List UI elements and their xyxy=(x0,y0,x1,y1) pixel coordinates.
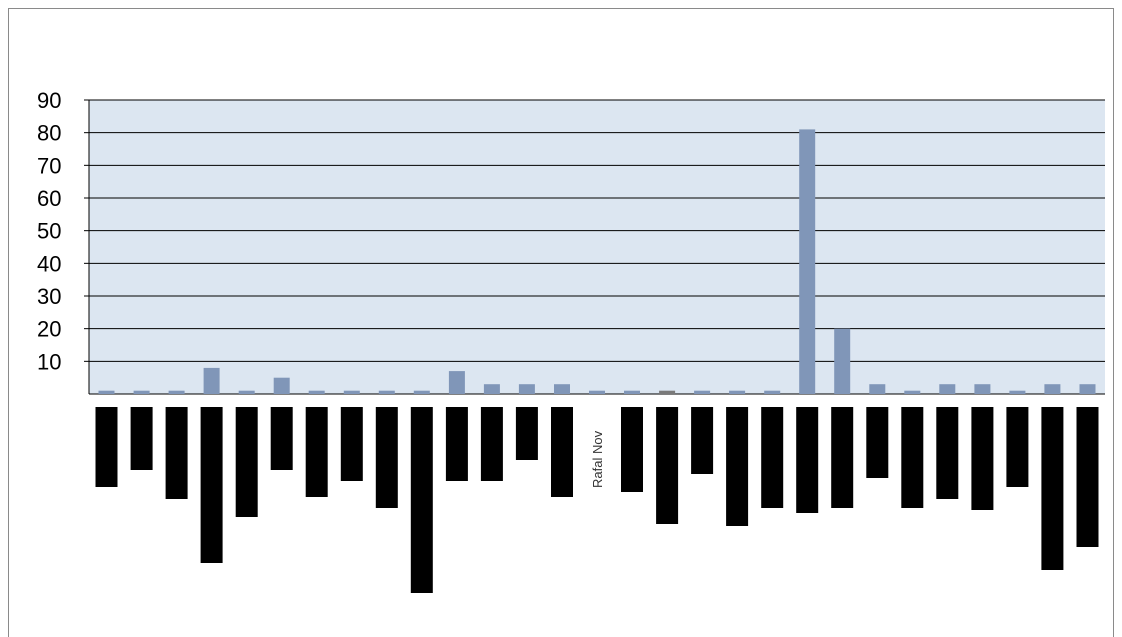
bar-25 xyxy=(974,384,991,394)
bar-0 xyxy=(98,390,115,394)
bar-26 xyxy=(1009,390,1026,394)
bar-3 xyxy=(203,367,220,394)
bar-21 xyxy=(834,328,851,394)
bar-1 xyxy=(133,390,150,394)
y-tick-label-40: 40 xyxy=(37,251,61,276)
category-label-24 xyxy=(936,407,959,499)
bar-17 xyxy=(694,390,711,394)
category-label-17 xyxy=(691,407,714,474)
category-label-8 xyxy=(375,407,398,508)
y-tick-label-20: 20 xyxy=(37,317,61,342)
bar-23 xyxy=(904,390,921,394)
y-tick-label-60: 60 xyxy=(37,186,61,211)
bar-15 xyxy=(624,390,640,394)
bar-8 xyxy=(378,390,395,394)
category-label-6 xyxy=(305,407,328,497)
bar-10 xyxy=(448,371,465,394)
bar-9 xyxy=(413,390,430,394)
bar-19 xyxy=(764,390,781,394)
category-label-26 xyxy=(1006,407,1029,487)
bar-20 xyxy=(799,129,816,394)
bar-16 xyxy=(659,390,676,394)
category-label-13 xyxy=(551,407,573,497)
bar-11 xyxy=(483,384,500,394)
category-label-16 xyxy=(656,407,679,524)
bar-6 xyxy=(308,390,325,394)
bar-2 xyxy=(168,390,185,394)
category-label-21 xyxy=(831,407,854,508)
category-label-10 xyxy=(445,407,468,481)
y-axis-ticks: 10 20 30 40 50 60 70 80 90 xyxy=(37,88,89,374)
category-label-0 xyxy=(95,407,118,487)
y-tick-label-50: 50 xyxy=(37,219,61,244)
category-label-25 xyxy=(971,407,994,510)
category-label-12 xyxy=(515,407,538,460)
category-label-3 xyxy=(200,407,223,563)
y-tick-label-70: 70 xyxy=(37,153,61,178)
category-label-27 xyxy=(1041,407,1064,570)
category-label-18 xyxy=(726,407,749,526)
category-labels: Rafal Nov xyxy=(95,407,1099,593)
category-label-23 xyxy=(901,407,924,508)
bar-13 xyxy=(554,384,570,394)
gridlines xyxy=(89,99,1105,362)
bar-18 xyxy=(729,390,746,394)
bar-4 xyxy=(238,390,255,394)
bar-5 xyxy=(273,377,290,394)
category-label-15 xyxy=(621,407,643,492)
category-label-19 xyxy=(761,407,784,508)
category-label-1 xyxy=(130,407,153,470)
bar-27 xyxy=(1044,384,1061,394)
bar-12 xyxy=(518,384,535,394)
category-label-28 xyxy=(1076,407,1099,547)
category-label-4 xyxy=(235,407,258,517)
category-label-2 xyxy=(165,407,188,499)
category-label-20 xyxy=(796,407,819,513)
plot-area xyxy=(89,100,1105,394)
category-label-11 xyxy=(480,407,503,481)
category-label-7 xyxy=(340,407,363,481)
bar-14 xyxy=(589,390,605,394)
bars xyxy=(98,129,1096,394)
y-tick-label-80: 80 xyxy=(37,121,61,146)
category-label-5 xyxy=(270,407,293,470)
bar-28 xyxy=(1079,384,1096,394)
bar-24 xyxy=(939,384,956,394)
bar-7 xyxy=(343,390,360,394)
y-tick-label-10: 10 xyxy=(37,349,61,374)
category-label-14: Rafal Nov xyxy=(590,430,605,488)
category-label-9 xyxy=(410,407,433,593)
y-tick-label-30: 30 xyxy=(37,284,61,309)
y-tick-label-90: 90 xyxy=(37,88,61,113)
bar-22 xyxy=(869,384,886,394)
category-label-22 xyxy=(866,407,889,478)
